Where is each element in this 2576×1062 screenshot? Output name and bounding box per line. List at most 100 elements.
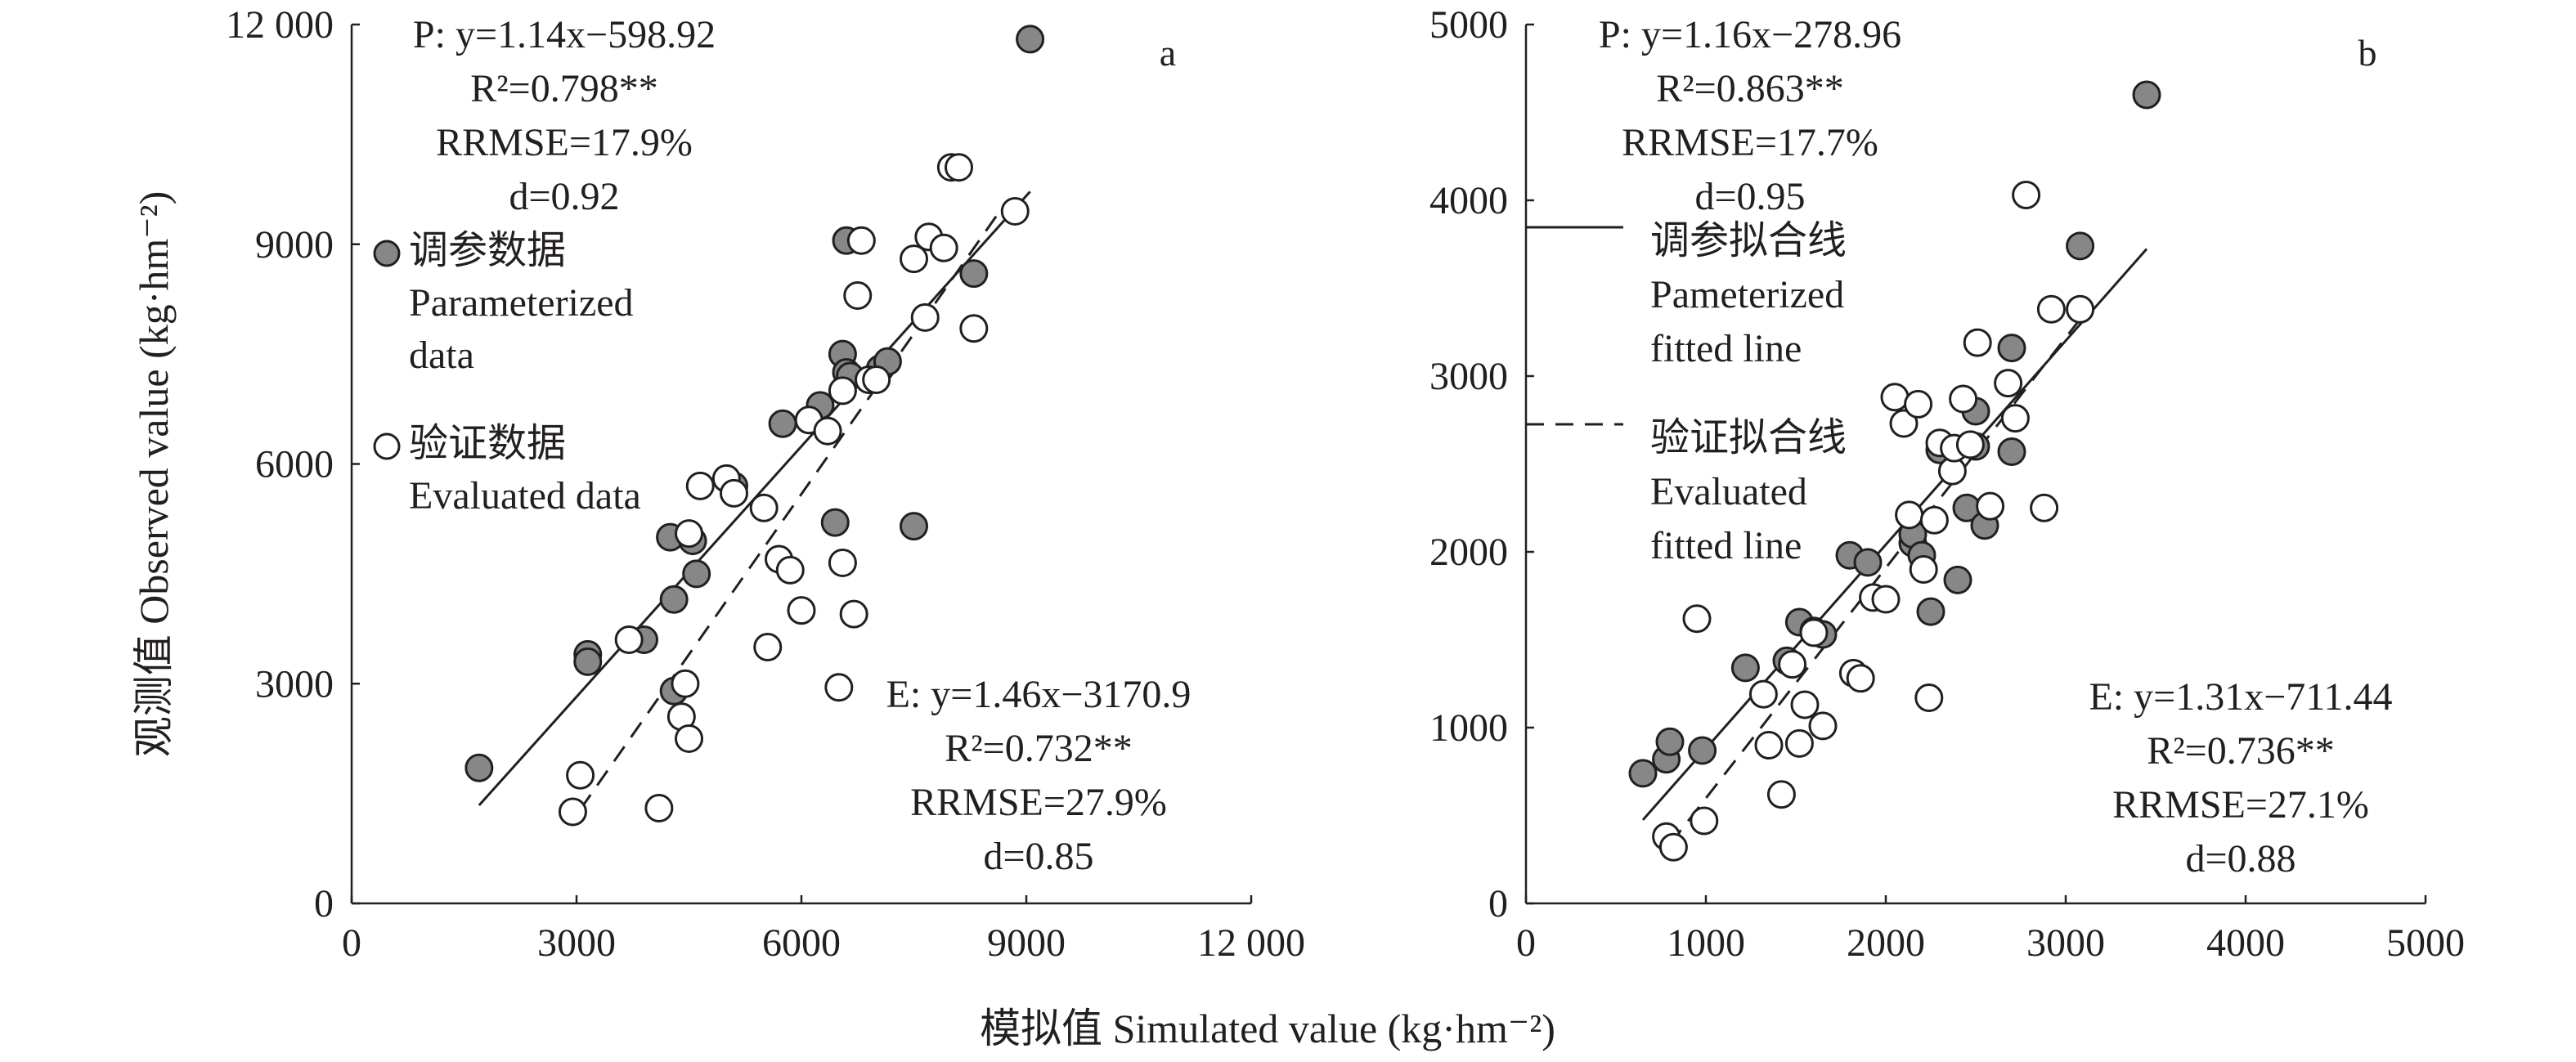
data-point-parameterized — [1853, 548, 1883, 577]
stats-parameterized-line: R²=0.798** — [470, 67, 657, 110]
legend-parameterized-line-cn: 调参拟合线 — [1650, 219, 1847, 262]
x-tick-label: 1000 — [1667, 921, 1745, 965]
x-tick-label: 12 000 — [1197, 921, 1305, 965]
stats-evaluated-line: E: y=1.31x−711.44 — [2089, 675, 2392, 719]
legend-evaluated-line-en-2: fitted line — [1650, 524, 1802, 567]
data-point-evaluated — [644, 794, 674, 823]
data-point-evaluated — [824, 673, 854, 702]
x-tick-label: 3000 — [537, 921, 616, 965]
data-point-evaluated — [1889, 409, 1919, 438]
data-point-evaluated — [1880, 383, 1910, 412]
y-tick-label: 4000 — [1429, 179, 1508, 222]
data-point-parameterized — [682, 559, 711, 589]
y-tick-label: 9000 — [255, 223, 334, 267]
data-point-evaluated — [846, 226, 876, 255]
panel-a-label: a — [1160, 32, 1176, 74]
chart-panel-b: 0 1000 2000 3000 4000 5000 0 1000 2000 3000 4000 50… — [1429, 3, 2465, 965]
panel-a-stats-p: P: y=1.14x−598.92 R²=0.798** RRMSE=17.9% d=… — [413, 13, 716, 218]
panel-b-ticks: 0 1000 2000 3000 4000 5000 0 1000 2000 3000 4000 50… — [1429, 3, 2465, 965]
data-point-evaluated — [1799, 618, 1829, 648]
legend-evaluated-line-en-1: Evaluated — [1650, 470, 1807, 513]
data-point-evaluated — [753, 632, 783, 661]
data-point-evaluated — [1778, 650, 1807, 679]
data-point-evaluated — [2066, 294, 2095, 324]
data-point-parameterized — [1943, 565, 1972, 594]
data-point-parameterized — [2132, 80, 2161, 110]
data-point-parameterized — [573, 647, 603, 676]
panel-a-stats-e: E: y=1.46x−3170.9 R²=0.732** RRMSE=27.9% d=… — [886, 673, 1192, 878]
data-point-evaluated — [2000, 404, 2030, 433]
data-point-evaluated — [1690, 806, 1719, 836]
legend-parameterized-line-en-2: fitted line — [1650, 327, 1802, 370]
legend-evaluated-en: Evaluated data — [409, 474, 641, 518]
data-point-parameterized — [659, 585, 689, 614]
data-point-evaluated — [1748, 679, 1778, 709]
stats-parameterized-line: P: y=1.14x−598.92 — [413, 13, 716, 56]
data-point-evaluated — [675, 724, 703, 753]
legend-parameterized-en-2: data — [409, 334, 474, 377]
stats-parameterized-line: RRMSE=17.9% — [436, 121, 693, 164]
stats-parameterized-line: P: y=1.16x−278.96 — [1599, 13, 1901, 56]
data-point-evaluated — [685, 471, 715, 500]
panel-a-points — [464, 25, 1045, 827]
panel-b-fit-lines — [1641, 248, 2148, 845]
legend-evaluated-marker — [373, 432, 401, 460]
data-point-evaluated — [566, 760, 595, 790]
data-point-parameterized — [1730, 653, 1760, 683]
data-point-parameterized — [900, 512, 928, 541]
stats-parameterized-line: d=0.95 — [1694, 175, 1805, 218]
data-point-evaluated — [929, 233, 958, 262]
data-point-parameterized — [1016, 25, 1045, 54]
data-point-evaluated — [787, 596, 816, 625]
panel-b-stats-p: P: y=1.16x−278.96 R²=0.863** RRMSE=17.7% d=… — [1599, 13, 1901, 218]
data-point-parameterized — [820, 508, 850, 537]
y-tick-label: 3000 — [1429, 355, 1508, 398]
stats-evaluated-line: RRMSE=27.1% — [2112, 783, 2369, 827]
data-point-evaluated — [862, 365, 891, 394]
y-tick-label: 0 — [314, 882, 334, 925]
data-point-evaluated — [813, 416, 842, 446]
data-point-evaluated — [945, 153, 973, 182]
data-point-evaluated — [1963, 328, 1992, 357]
data-point-evaluated — [1784, 728, 1814, 758]
data-point-parameterized — [1997, 334, 2026, 363]
x-tick-label: 2000 — [1847, 921, 1925, 965]
x-tick-label: 3000 — [2026, 921, 2105, 965]
x-tick-label: 5000 — [2386, 921, 2465, 965]
data-point-evaluated — [1000, 196, 1030, 226]
data-point-parameterized — [1628, 759, 1658, 788]
data-point-parameterized — [768, 409, 797, 438]
data-point-evaluated — [1904, 389, 1933, 419]
data-point-evaluated — [1955, 430, 1985, 459]
legend-parameterized-en-1: Parameterized — [409, 281, 634, 325]
data-point-evaluated — [1682, 604, 1712, 634]
chart-panel-a: 0 3000 6000 9000 12 000 0 3000 6000 9000 12 000 a… — [226, 3, 1305, 965]
legend-evaluated-cn: 验证数据 — [409, 422, 566, 465]
panel-a-legend: 调参数据 Parameterized data 验证数据 Evaluated d… — [373, 229, 641, 518]
data-point-parameterized — [2066, 231, 2095, 261]
data-point-evaluated — [2036, 294, 2066, 324]
data-point-evaluated — [558, 797, 587, 827]
data-point-evaluated — [1871, 585, 1901, 614]
fit-line-evaluated — [1668, 313, 2085, 845]
data-point-evaluated — [1808, 711, 1838, 741]
data-point-parameterized — [1997, 437, 2026, 466]
fit-line-evaluated — [579, 204, 1005, 811]
stats-evaluated-line: R²=0.732** — [945, 727, 1132, 770]
x-tick-label: 4000 — [2206, 921, 2285, 965]
data-point-evaluated — [1949, 384, 1978, 414]
data-point-evaluated — [900, 244, 928, 274]
stats-parameterized-line: d=0.92 — [509, 175, 619, 218]
y-tick-label: 12 000 — [226, 3, 334, 47]
data-point-parameterized — [1916, 597, 1945, 626]
data-point-evaluated — [1909, 555, 1938, 584]
y-tick-label: 2000 — [1429, 531, 1508, 574]
data-point-evaluated — [614, 625, 644, 654]
panel-a-ticks: 0 3000 6000 9000 12 000 0 3000 6000 9000 12 000 — [226, 3, 1305, 965]
data-point-evaluated — [2030, 493, 2059, 522]
stats-evaluated-line: d=0.85 — [983, 835, 1093, 878]
y-axis-label: 观测值 Observed value (kg·hm⁻²) — [131, 191, 177, 758]
data-point-evaluated — [1976, 491, 2005, 521]
stats-evaluated-line: E: y=1.46x−3170.9 — [886, 673, 1192, 716]
